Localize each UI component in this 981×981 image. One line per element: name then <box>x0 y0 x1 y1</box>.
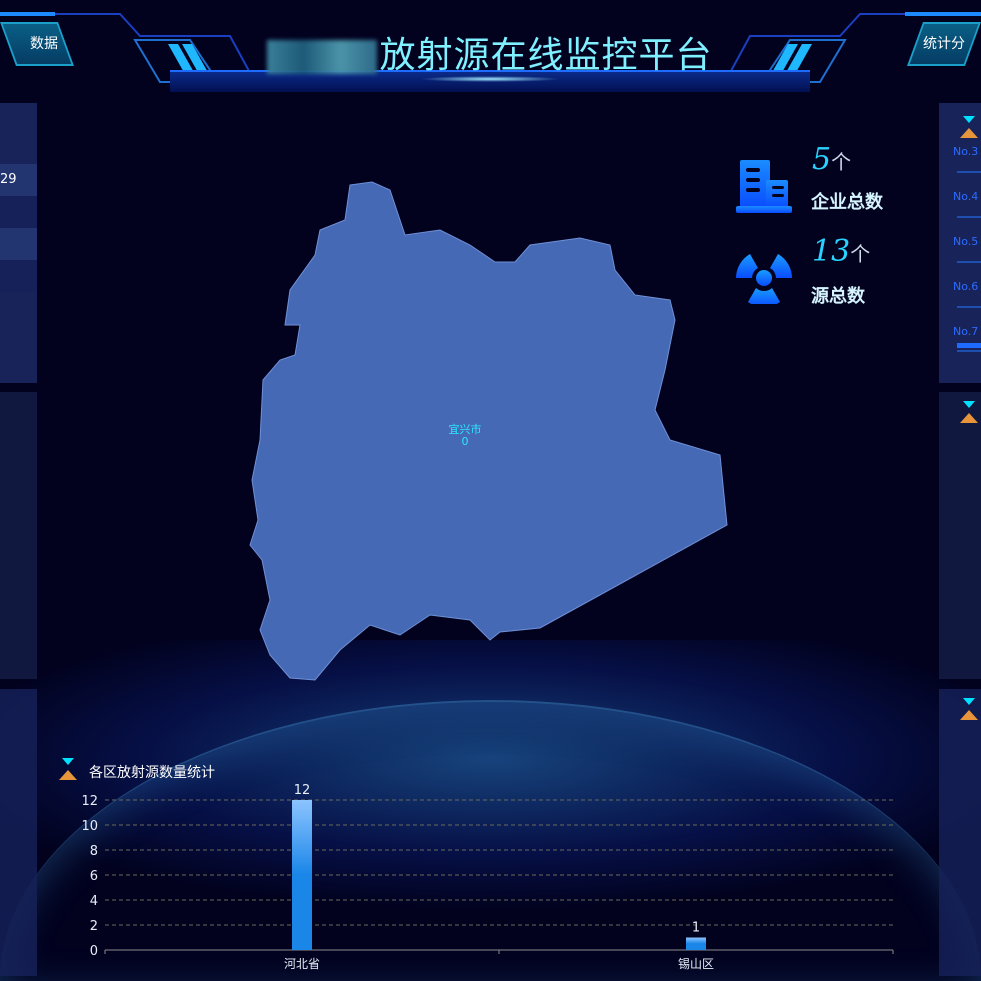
right-panel-middle <box>939 392 981 679</box>
rank-divider <box>957 261 981 263</box>
enterprise-count-unit: 个 <box>831 150 852 174</box>
source-count-value: 13 <box>812 234 851 269</box>
rank-item[interactable]: No.5 <box>953 235 979 248</box>
blurred-title-prefix <box>267 40 378 74</box>
bar-data-label: 1 <box>692 921 700 936</box>
rank-divider <box>957 350 981 352</box>
map-region-yixing[interactable] <box>249 181 728 681</box>
rank-progress <box>957 343 981 348</box>
header-flare <box>420 76 560 82</box>
chart-title: 各区放射源数量统计 <box>89 765 215 781</box>
list-row[interactable] <box>0 260 37 292</box>
y-tick-label: 8 <box>90 844 98 859</box>
left-panel-middle <box>0 392 37 679</box>
x-tick-label: 锡山区 <box>678 956 714 971</box>
building-icon <box>736 160 792 213</box>
right-panel-top <box>939 103 981 383</box>
x-tick-label: 河北省 <box>284 957 320 971</box>
y-tick-label: 6 <box>90 869 98 884</box>
y-tick-label: 10 <box>81 819 98 834</box>
y-tick-label: 12 <box>81 794 98 809</box>
row-value: 29 <box>0 172 17 187</box>
y-tick-label: 0 <box>90 944 98 959</box>
hourglass-icon <box>960 698 978 720</box>
source-count-label: 源总数 <box>811 286 865 307</box>
rank-item[interactable]: No.7 <box>953 325 979 338</box>
bar <box>292 800 312 950</box>
bar-data-label: 12 <box>294 783 311 798</box>
enterprise-count: 5个 <box>812 142 851 177</box>
rank-item[interactable]: No.4 <box>953 190 979 203</box>
hourglass-icon <box>960 116 978 138</box>
rank-divider <box>957 171 981 173</box>
page-title: 放射源在线监控平台 <box>210 26 770 78</box>
top-line-left <box>0 12 55 16</box>
list-row[interactable] <box>0 196 37 228</box>
map-region-name: 宜兴市 <box>448 423 482 436</box>
rank-divider <box>957 306 981 308</box>
source-count: 13个 <box>812 234 870 269</box>
earth-horizon <box>0 700 981 981</box>
enterprise-count-value: 5 <box>812 142 832 177</box>
y-tick-label: 2 <box>90 919 98 934</box>
rank-item[interactable]: No.6 <box>953 280 979 293</box>
left-panel-bottom <box>0 689 37 976</box>
map-region-value: 0 <box>461 435 469 448</box>
left-panel-top: 29 <box>0 103 37 383</box>
y-tick-label: 4 <box>90 894 98 909</box>
rank-item[interactable]: No.3 <box>953 145 979 158</box>
list-row[interactable]: 29 <box>0 164 37 196</box>
title-text: 放射源在线监控平台 <box>379 35 713 76</box>
radiation-icon <box>736 254 792 304</box>
rank-divider <box>957 216 981 218</box>
map-label: 宜兴市 0 <box>430 424 500 448</box>
bar <box>686 937 706 950</box>
right-panel-bottom <box>939 689 981 976</box>
enterprise-count-label: 企业总数 <box>811 192 883 213</box>
source-count-unit: 个 <box>850 242 871 266</box>
list-row[interactable] <box>0 228 37 260</box>
hourglass-icon <box>59 758 77 780</box>
header-frame <box>55 13 905 83</box>
top-line-right <box>905 12 981 16</box>
hourglass-icon <box>960 401 978 423</box>
